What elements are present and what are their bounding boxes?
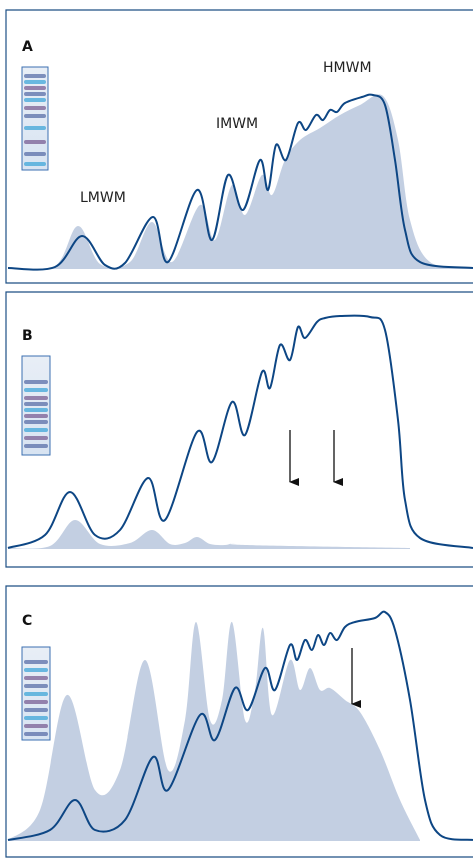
panel-label: B bbox=[22, 328, 33, 344]
gel-band bbox=[24, 732, 48, 736]
trace-line bbox=[7, 93, 473, 271]
trace-area bbox=[8, 519, 410, 549]
gel-band bbox=[24, 162, 46, 166]
gel-band bbox=[24, 396, 48, 400]
gel-band bbox=[24, 444, 48, 448]
annotation: IMWM bbox=[216, 116, 258, 132]
gel-bands bbox=[24, 74, 48, 736]
gel-band bbox=[24, 692, 48, 696]
gel-band bbox=[24, 684, 48, 688]
gel-band bbox=[24, 668, 48, 672]
annotation: LMWM bbox=[80, 190, 126, 206]
panel-label: A bbox=[22, 39, 33, 55]
gel-band bbox=[24, 106, 46, 110]
panel-frame bbox=[5, 291, 473, 568]
gel-band bbox=[24, 436, 48, 440]
gel-band bbox=[24, 380, 48, 384]
gel-band bbox=[24, 408, 48, 412]
trace-area bbox=[8, 621, 420, 841]
gel-band bbox=[24, 676, 48, 680]
gel-band bbox=[24, 660, 48, 664]
gel-band bbox=[24, 92, 46, 96]
curves bbox=[7, 93, 473, 841]
gel-band bbox=[24, 700, 48, 704]
panel-label: C bbox=[22, 613, 32, 629]
gel-band bbox=[24, 114, 46, 118]
gel-band bbox=[24, 724, 48, 728]
panel-frame bbox=[5, 585, 473, 858]
gel-band bbox=[24, 420, 48, 424]
gel-band bbox=[24, 428, 48, 432]
gel-band bbox=[24, 126, 46, 130]
trace-line bbox=[7, 314, 473, 549]
gel-band bbox=[24, 86, 46, 90]
gel-band bbox=[24, 74, 46, 78]
gel-band bbox=[24, 388, 48, 392]
gel-band bbox=[24, 708, 48, 712]
trace-area bbox=[8, 94, 473, 270]
gel-band bbox=[24, 414, 48, 418]
gel-band bbox=[24, 402, 48, 406]
gel-band bbox=[24, 716, 48, 720]
trace-line bbox=[7, 610, 473, 841]
gel-band bbox=[24, 152, 46, 156]
panel-frame bbox=[5, 9, 473, 284]
gel-band bbox=[24, 80, 46, 84]
gel-band bbox=[24, 140, 46, 144]
gel-band bbox=[24, 98, 46, 102]
annotation: HMWM bbox=[323, 60, 372, 76]
